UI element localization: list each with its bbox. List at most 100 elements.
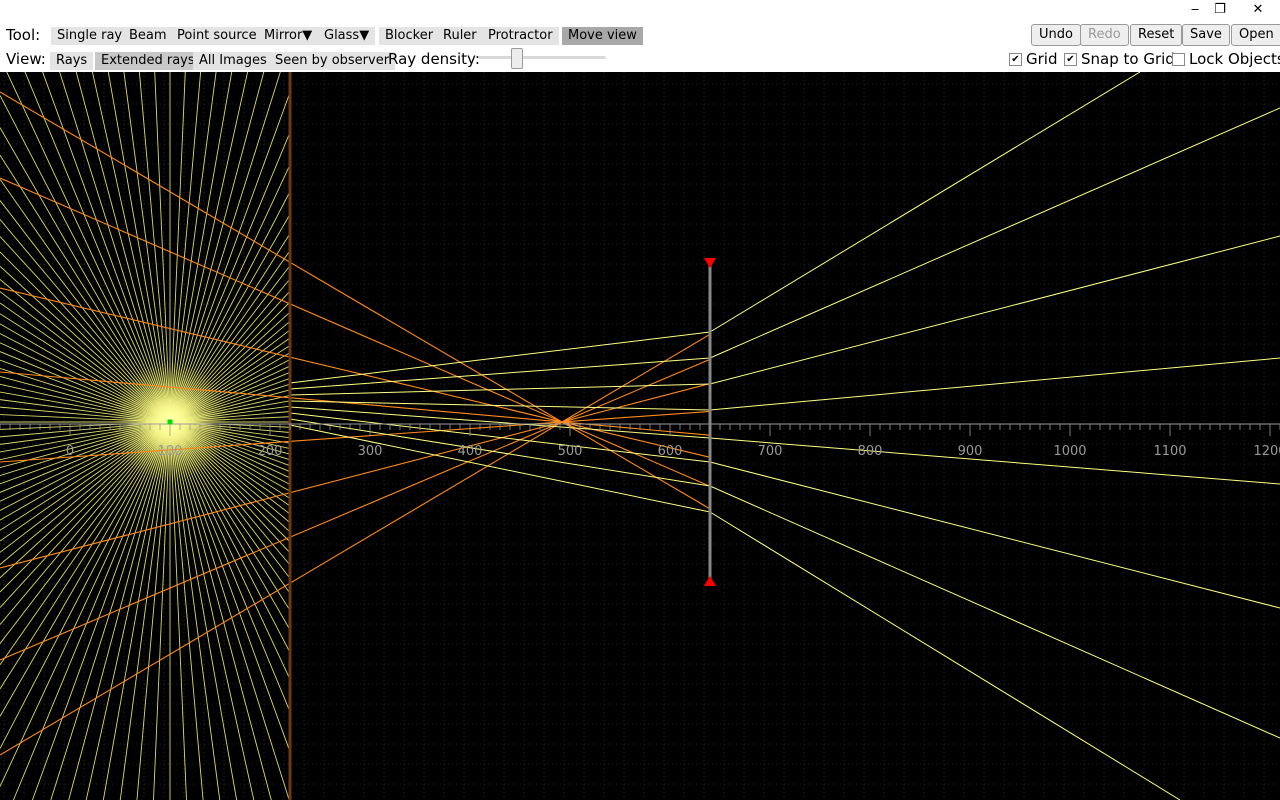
ray-density-slider[interactable] <box>478 56 606 59</box>
source-ray <box>0 421 171 749</box>
source-ray <box>153 421 171 800</box>
refracted-ray <box>709 107 1280 359</box>
title-bar: ‒ ❐ ✕ <box>0 0 1280 22</box>
source-ray <box>169 421 238 800</box>
tool-beam-button[interactable]: Beam <box>123 27 173 45</box>
source-ray <box>42 72 171 423</box>
ruler-label: 1100 <box>1153 444 1186 459</box>
view-seen-by-observer-button[interactable]: Seen by observer <box>269 52 396 70</box>
source-ray <box>24 72 171 423</box>
source-ray <box>68 421 171 800</box>
transmitted-ray <box>289 412 711 463</box>
source-ray <box>13 421 171 800</box>
ruler-label: 500 <box>558 444 583 459</box>
refracted-ray <box>709 485 1280 739</box>
snap-to-grid-label: Snap to Grid <box>1081 50 1175 68</box>
reset-button[interactable]: Reset <box>1130 24 1183 46</box>
tool-ruler-button[interactable]: Ruler <box>437 27 483 45</box>
close-icon[interactable]: ✕ <box>1252 2 1264 17</box>
refracted-ray <box>709 235 1280 385</box>
grid-label: Grid <box>1026 50 1058 68</box>
source-ray <box>169 421 187 800</box>
ruler-label: 1200 <box>1253 444 1280 459</box>
ray-density-label: Ray density: <box>388 50 480 68</box>
view-all-images-button[interactable]: All Images <box>193 52 273 70</box>
source-ray <box>169 421 221 800</box>
refracted-ray <box>709 461 1280 609</box>
maximize-icon[interactable]: ❐ <box>1214 2 1226 17</box>
snap-check-icon[interactable]: ✔ <box>1064 52 1077 66</box>
extended-ray <box>0 177 711 487</box>
transmitted-ray <box>289 400 711 411</box>
view-rays-button[interactable]: Rays <box>50 52 94 70</box>
open-button[interactable]: Open <box>1231 24 1280 46</box>
transmitted-ray <box>289 424 711 513</box>
ruler-label: 200 <box>258 444 283 459</box>
source-ray <box>85 421 171 800</box>
lock-objects-label: Lock Objects <box>1189 50 1280 68</box>
tool-mirror-dropdown[interactable]: Mirror▼ <box>258 27 319 45</box>
extended-ray <box>0 383 711 569</box>
refracted-ray <box>709 511 1181 800</box>
extended-ray <box>0 358 711 661</box>
extended-ray <box>0 287 711 458</box>
transmitted-ray <box>289 331 711 384</box>
scene-svg[interactable]: 0 100 200 300 400 500 600 700 800 900 1000 1100 1200 <box>0 72 1280 800</box>
refracted-ray <box>709 357 1280 411</box>
refracted-ray <box>709 72 1141 333</box>
minimize-icon[interactable]: ‒ <box>1190 2 1200 17</box>
tool-single-ray-button[interactable]: Single ray <box>51 27 129 45</box>
tool-point-source-button[interactable]: Point source <box>171 27 263 45</box>
ruler-label: 100 <box>158 444 183 459</box>
tool-protractor-button[interactable]: Protractor <box>482 27 559 45</box>
transmitted-ray <box>289 357 711 390</box>
grid <box>0 72 1280 800</box>
source-ray <box>169 421 204 800</box>
extended-ray <box>0 371 711 436</box>
ruler-label: 1000 <box>1053 444 1086 459</box>
source-ray <box>169 421 290 800</box>
source-ray <box>75 72 171 423</box>
source-ray <box>169 72 265 423</box>
view-label: View: <box>6 50 46 68</box>
tool-blocker-button[interactable]: Blocker <box>379 27 440 45</box>
ray-density-slider-thumb[interactable] <box>511 48 523 69</box>
save-button[interactable]: Save <box>1182 24 1230 46</box>
tool-label: Tool: <box>6 26 41 44</box>
lens-top-arrow <box>704 258 716 268</box>
point-source-marker <box>167 419 173 425</box>
ruler-label: 0 <box>66 444 74 459</box>
source-ray <box>169 421 255 800</box>
source-ray <box>169 421 272 800</box>
source-ray <box>0 421 171 787</box>
lock-check-icon[interactable] <box>1172 52 1185 66</box>
ruler-label: 800 <box>858 444 883 459</box>
transmitted-ray <box>289 383 711 396</box>
refracted-ray <box>709 437 1280 485</box>
grid-checkbox[interactable]: ✔ Grid <box>1009 50 1057 68</box>
source-ray <box>119 421 171 800</box>
grid-check-icon[interactable]: ✔ <box>1009 52 1022 66</box>
transmitted-ray <box>289 406 711 439</box>
transmitted-ray <box>289 418 711 487</box>
ruler-label: 600 <box>658 444 683 459</box>
lock-objects-checkbox[interactable]: Lock Objects <box>1172 50 1280 68</box>
undo-button[interactable]: Undo <box>1031 24 1081 46</box>
move-view-button[interactable]: Move view <box>562 27 643 45</box>
ruler-label: 300 <box>358 444 383 459</box>
source-ray <box>31 421 171 800</box>
optics-canvas[interactable]: 0 100 200 300 400 500 600 700 800 900 1000 1100 1200 <box>0 72 1280 800</box>
extended-ray <box>0 91 711 510</box>
source-ray <box>59 72 171 423</box>
extended-ray <box>0 333 711 756</box>
toolbar: Tool: Single ray Beam Point source Mirro… <box>0 22 1280 72</box>
tool-glass-dropdown[interactable]: Glass▼ <box>318 27 376 45</box>
source-ray <box>6 72 171 423</box>
lens-bottom-arrow <box>704 576 716 586</box>
source-ray <box>102 421 171 800</box>
redo-button[interactable]: Redo <box>1080 24 1129 46</box>
ruler-label: 700 <box>758 444 783 459</box>
source-ray <box>136 421 171 800</box>
view-extended-rays-button[interactable]: Extended rays <box>95 52 201 70</box>
snap-to-grid-checkbox[interactable]: ✔ Snap to Grid <box>1064 50 1175 68</box>
